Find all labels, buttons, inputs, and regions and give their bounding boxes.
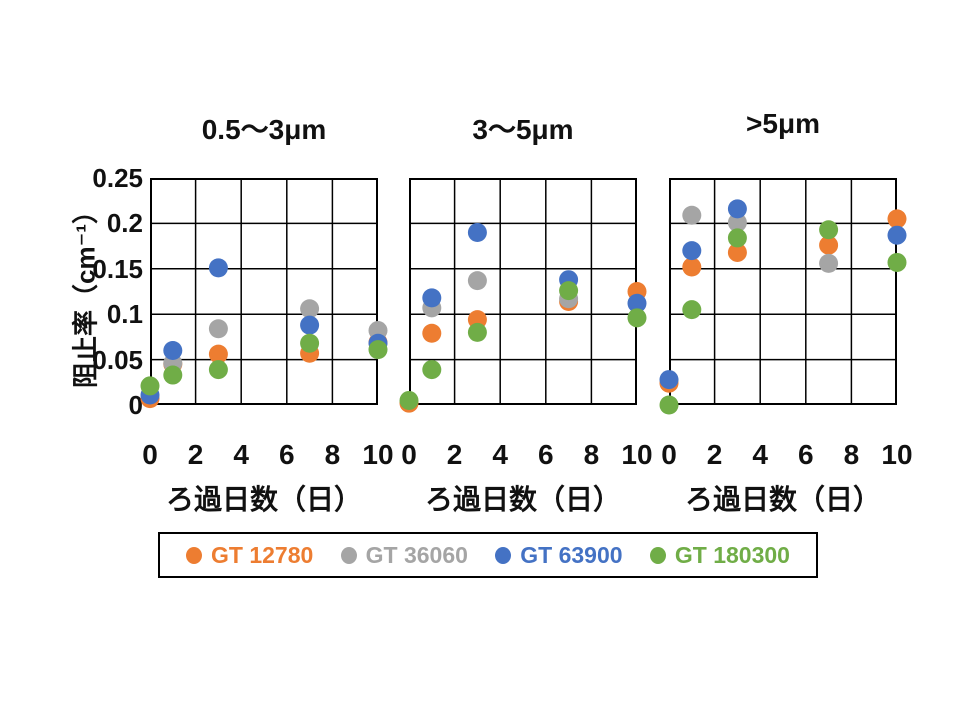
data-point-gt-36060	[208, 319, 228, 339]
data-point-gt-12780	[208, 344, 228, 364]
x-tick-label: 0	[142, 439, 158, 470]
x-tick-label: 2	[187, 439, 204, 470]
x-tick-label: 0	[401, 439, 417, 470]
y-tick-label: 0.05	[92, 344, 143, 375]
data-point-gt-180300	[559, 281, 579, 301]
data-point-gt-180300	[467, 322, 487, 342]
data-point-gt-36060	[467, 271, 487, 291]
data-point-gt-180300	[300, 333, 320, 353]
legend-marker-icon	[649, 546, 666, 564]
data-point-gt-180300	[399, 390, 419, 410]
x-tick-label: 2	[706, 439, 723, 470]
x-axis-title: ろ過日数（日）	[424, 484, 621, 515]
data-point-gt-180300	[163, 365, 183, 385]
legend-item-gt-180300: GT 180300	[649, 541, 790, 569]
legend-marker-icon	[340, 546, 357, 564]
y-tick-label: 0.15	[92, 253, 143, 284]
data-point-gt-63900	[887, 225, 907, 245]
data-point-gt-12780	[887, 209, 907, 229]
y-axis-tick-labels: 0.25 0.2 0.15 0.1 0.05 0	[58, 0, 143, 720]
x-tick-label: 4	[233, 439, 249, 470]
chart-title: 0.5〜3μm	[201, 114, 327, 145]
data-point-gt-12780	[422, 323, 442, 343]
legend-item-gt-12780: GT 12780	[186, 542, 313, 569]
legend-marker-icon	[186, 546, 202, 564]
x-tick-label: 0	[661, 439, 677, 470]
data-point-gt-12780	[682, 257, 702, 277]
data-point-gt-63900	[422, 288, 442, 308]
data-point-gt-180300	[627, 308, 647, 328]
plot-border	[669, 178, 897, 405]
x-tick-label: 4	[752, 439, 768, 470]
plot-border	[150, 178, 378, 405]
y-tick-label: 0	[128, 390, 143, 420]
legend-label: GT 12780	[211, 541, 314, 568]
data-point-gt-63900	[300, 315, 320, 335]
plot-border	[409, 178, 637, 405]
data-point-gt-36060	[300, 299, 320, 319]
data-point-gt-63900	[727, 199, 747, 219]
chart-title: >5μm	[746, 108, 820, 139]
data-point-gt-180300	[887, 252, 907, 272]
data-point-gt-180300	[659, 395, 679, 415]
plot-area	[659, 178, 907, 415]
data-point-gt-180300	[422, 360, 442, 380]
x-axis-title: ろ過日数（日）	[165, 484, 362, 515]
legend: GT 12780 GT 36060 GT 63900 GT 180300	[158, 532, 818, 578]
x-tick-label: 6	[798, 439, 814, 470]
data-point-gt-63900	[467, 222, 487, 242]
data-point-gt-36060	[819, 253, 839, 273]
chart-panel-3: >5μm 0 2 4 6 8 10 ろ過日数（日）	[659, 108, 913, 515]
chart-panel-2: 3〜5μm 0 2 4 6 8 10 ろ過日数（日）	[399, 114, 653, 515]
x-tick-label: 6	[279, 439, 295, 470]
data-point-gt-63900	[627, 293, 647, 313]
data-point-gt-180300	[819, 220, 839, 240]
legend-label: GT 180300	[674, 541, 790, 568]
x-axis-tick-labels: 0 2 4 6 8 10	[401, 439, 652, 474]
data-point-gt-180300	[682, 300, 702, 320]
chart-panel-1: 0.5〜3μm 0 2 4 6 8 10 ろ過日数（日）	[140, 114, 394, 515]
data-point-gt-63900	[659, 370, 679, 390]
plot-area	[399, 178, 647, 413]
x-tick-label: 10	[362, 439, 394, 470]
legend-item-gt-63900: GT 63900	[495, 541, 623, 569]
x-tick-label: 10	[881, 439, 913, 470]
data-point-gt-63900	[208, 258, 228, 278]
data-point-gt-36060	[727, 212, 747, 232]
x-axis-title: ろ過日数（日）	[684, 484, 881, 515]
x-axis-tick-labels: 0 2 4 6 8 10	[142, 439, 393, 474]
x-tick-label: 6	[538, 439, 554, 470]
x-tick-label: 10	[621, 439, 653, 470]
y-tick-label: 0.25	[92, 163, 143, 193]
data-point-gt-63900	[163, 341, 183, 361]
data-point-gt-180300	[368, 340, 388, 360]
x-tick-label: 8	[843, 439, 860, 470]
y-tick-label: 0.2	[106, 208, 143, 239]
data-point-gt-180300	[727, 228, 747, 248]
legend-marker-icon	[495, 546, 512, 564]
x-tick-label: 2	[446, 439, 463, 470]
plot-area	[140, 178, 388, 409]
legend-label: GT 63900	[520, 541, 623, 568]
data-point-gt-12780	[819, 235, 839, 255]
x-axis-tick-labels: 0 2 4 6 8 10	[661, 439, 912, 474]
chart-title: 3〜5μm	[472, 114, 574, 145]
data-point-gt-36060	[682, 205, 702, 225]
data-point-gt-180300	[208, 360, 228, 380]
legend-item-gt-36060: GT 36060	[340, 541, 468, 569]
data-point-gt-180300	[140, 376, 160, 396]
legend-label: GT 36060	[365, 541, 468, 568]
x-tick-label: 8	[583, 439, 600, 470]
data-point-gt-12780	[727, 242, 747, 262]
x-tick-label: 4	[492, 439, 508, 470]
x-tick-label: 8	[324, 439, 341, 470]
y-tick-label: 0.1	[106, 299, 143, 330]
data-point-gt-63900	[682, 241, 702, 261]
